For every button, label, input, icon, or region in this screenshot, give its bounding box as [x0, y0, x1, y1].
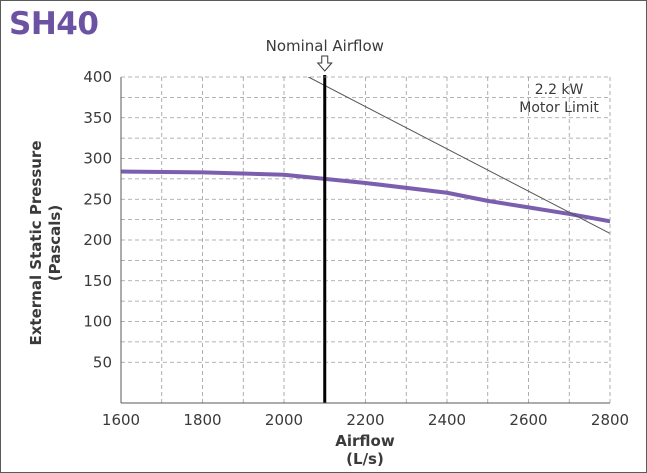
chart-title: SH40 [9, 6, 99, 42]
axes: 1600 1800 2000 2200 2400 2600 2800 50 100 150 200 2… [83, 68, 629, 429]
x-tick-label: 2200 [346, 411, 384, 429]
y-tick-label: 200 [83, 231, 112, 249]
y-axis-label: External Static Pressure [27, 140, 45, 345]
y-tick-label: 300 [83, 150, 112, 168]
x-tick-label: 2400 [428, 411, 466, 429]
series-layer [121, 75, 610, 403]
y-tick-label: 400 [83, 68, 112, 86]
y-tick-label: 150 [83, 272, 112, 290]
x-axis-unit: (L/s) [346, 450, 384, 468]
motor-limit-label-line2: Motor Limit [519, 100, 599, 116]
y-tick-label: 100 [83, 313, 112, 331]
y-tick-label: 50 [93, 353, 112, 371]
motor-limit-line [307, 77, 610, 234]
labels: Airflow (L/s) External Static Pressure (… [27, 140, 395, 468]
nominal-airflow-label: Nominal Airflow [266, 37, 384, 55]
motor-limit-label-line1: 2.2 kW [535, 82, 584, 98]
x-axis-label: Airflow [335, 432, 395, 450]
nominal-airflow-arrow-icon [316, 55, 333, 72]
y-tick-label: 350 [83, 109, 112, 127]
annotation-layer: Nominal Airflow 2.2 kW Motor Limit [266, 37, 600, 116]
y-tick-label: 250 [83, 190, 112, 208]
x-tick-label: 2000 [265, 411, 303, 429]
fan-curve-line [121, 169, 610, 224]
y-axis-unit: (Pascals) [46, 205, 64, 281]
x-tick-label: 1800 [183, 411, 221, 429]
x-tick-label: 1600 [102, 411, 140, 429]
grid [121, 77, 610, 403]
x-tick-label: 2600 [509, 411, 547, 429]
x-tick-label: 2800 [591, 411, 629, 429]
